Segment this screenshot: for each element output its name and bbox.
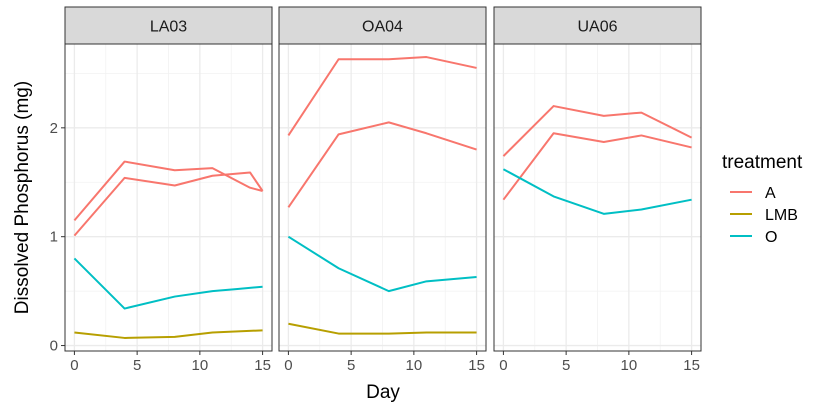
- series-line-a: [287, 121, 477, 208]
- x-tick-label: 5: [133, 357, 141, 374]
- y-tick-label: 0: [50, 338, 58, 355]
- series-line-a: [73, 171, 264, 237]
- series-line-lmb: [74, 329, 263, 339]
- facet-label: LA03: [150, 19, 187, 36]
- series-line-a: [502, 105, 693, 157]
- series-line-o: [502, 168, 692, 215]
- panel-ua06: UA06 0 5 10 15: [493, 6, 702, 374]
- x-tick-label: 15: [468, 357, 485, 374]
- x-tick-label: 0: [284, 357, 292, 374]
- x-tick-label: 0: [70, 357, 78, 374]
- series-line-a: [73, 160, 263, 222]
- facet-strip: [278, 6, 487, 45]
- x-tick-label: 15: [683, 357, 700, 374]
- x-tick-label: 15: [254, 357, 271, 374]
- facet-label: UA06: [577, 19, 617, 36]
- series-line-a: [502, 132, 692, 201]
- legend-label-lmb: LMB: [765, 207, 798, 224]
- x-tick-label: 0: [499, 357, 507, 374]
- y-tick-label: 1: [50, 229, 58, 246]
- series-line-o: [287, 235, 477, 293]
- x-tick-label: 5: [562, 357, 570, 374]
- facet-strip: [64, 6, 273, 45]
- series-line-o: [73, 257, 263, 310]
- x-tick-label: 5: [347, 357, 355, 374]
- legend: treatment A LMB O: [722, 152, 803, 246]
- facet-label: OA04: [362, 19, 403, 36]
- facet-strip: [493, 6, 702, 45]
- legend-label-o: O: [765, 229, 777, 246]
- x-axis-title: Day: [366, 382, 400, 403]
- series-line-a: [287, 56, 477, 136]
- x-tick-label: 10: [621, 357, 638, 374]
- y-axis-title: Dissolved Phosphorus (mg): [12, 81, 33, 314]
- legend-label-a: A: [765, 185, 776, 202]
- panel-oa04: OA04 0 5 10 15: [278, 6, 487, 374]
- y-tick-label: 2: [50, 120, 58, 137]
- x-tick-label: 10: [406, 357, 423, 374]
- x-tick-label: 10: [192, 357, 209, 374]
- series-line-lmb: [288, 322, 477, 335]
- legend-title: treatment: [722, 152, 803, 173]
- panel-la03: LA03 0 5 10 15 0 1 2: [50, 6, 273, 374]
